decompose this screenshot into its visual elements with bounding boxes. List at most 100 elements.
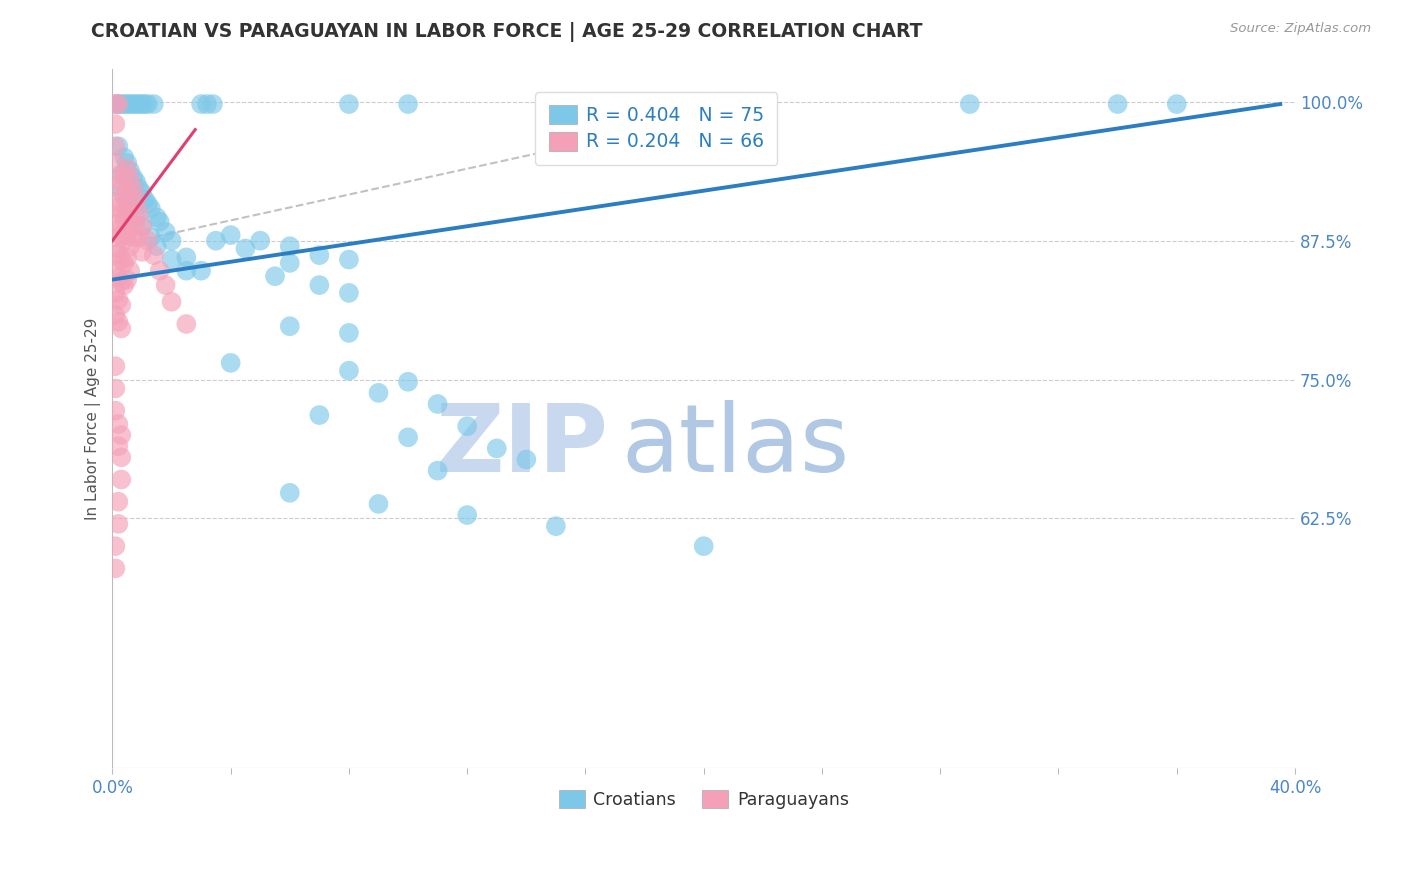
Point [112, 150, 135, 164]
Point [104, 217, 127, 231]
Point [104, 263, 127, 277]
Point [107, 270, 129, 285]
Point [104, 97, 127, 112]
Point [249, 234, 271, 248]
Point [107, 97, 129, 112]
Point [125, 97, 148, 112]
Point [110, 275, 132, 289]
Point [337, 252, 360, 267]
Point [112, 211, 135, 226]
Point [308, 248, 330, 262]
Point [120, 200, 142, 214]
Point [426, 464, 449, 478]
Point [160, 234, 183, 248]
Point [308, 408, 330, 422]
Point [131, 244, 153, 259]
Point [104, 539, 127, 553]
Point [112, 167, 135, 181]
Point [145, 239, 167, 253]
Point [515, 452, 537, 467]
Point [134, 97, 156, 112]
Point [264, 269, 287, 284]
Point [195, 97, 218, 112]
Point [128, 230, 150, 244]
Point [131, 97, 153, 112]
Point [120, 217, 142, 231]
Y-axis label: In Labor Force | Age 25-29: In Labor Force | Age 25-29 [86, 318, 101, 520]
Point [693, 539, 716, 553]
Point [131, 219, 153, 234]
Point [131, 186, 153, 200]
Point [110, 167, 132, 181]
Point [149, 263, 172, 277]
Point [278, 485, 301, 500]
Text: ZIP: ZIP [436, 401, 609, 492]
Point [112, 97, 135, 112]
Point [139, 202, 162, 216]
Point [205, 234, 228, 248]
Point [112, 278, 135, 293]
Point [456, 508, 478, 522]
Point [115, 228, 138, 243]
Point [107, 417, 129, 431]
Point [176, 317, 198, 331]
Point [112, 256, 135, 270]
Point [107, 178, 129, 193]
Point [139, 230, 162, 244]
Point [107, 494, 129, 508]
Point [219, 228, 242, 243]
Point [122, 230, 145, 244]
Point [142, 248, 165, 262]
Point [115, 184, 138, 198]
Point [1166, 97, 1188, 112]
Point [603, 97, 626, 112]
Point [120, 172, 142, 186]
Point [136, 97, 159, 112]
Point [104, 242, 127, 256]
Point [110, 321, 132, 335]
Point [115, 272, 138, 286]
Text: Source: ZipAtlas.com: Source: ZipAtlas.com [1230, 22, 1371, 36]
Point [308, 278, 330, 293]
Point [115, 194, 138, 209]
Point [104, 285, 127, 300]
Point [155, 278, 177, 293]
Point [115, 251, 138, 265]
Point [122, 97, 145, 112]
Point [142, 97, 165, 112]
Point [107, 97, 129, 112]
Point [125, 211, 148, 226]
Point [1107, 97, 1129, 112]
Point [110, 228, 132, 243]
Point [426, 397, 449, 411]
Point [176, 251, 198, 265]
Point [128, 206, 150, 220]
Point [125, 193, 148, 207]
Point [122, 206, 145, 220]
Point [110, 450, 132, 465]
Legend: Croatians, Paraguayans: Croatians, Paraguayans [551, 783, 856, 815]
Point [104, 172, 127, 186]
Point [131, 219, 153, 234]
Point [160, 252, 183, 267]
Point [662, 97, 685, 112]
Point [110, 473, 132, 487]
Point [190, 263, 212, 277]
Point [235, 242, 257, 256]
Point [120, 263, 142, 277]
Point [122, 170, 145, 185]
Point [115, 97, 138, 112]
Point [278, 256, 301, 270]
Point [396, 97, 419, 112]
Point [112, 234, 135, 248]
Point [104, 561, 127, 575]
Point [110, 184, 132, 198]
Point [485, 442, 508, 456]
Point [136, 234, 159, 248]
Point [110, 97, 132, 112]
Point [104, 403, 127, 417]
Point [104, 194, 127, 209]
Point [120, 163, 142, 178]
Point [115, 156, 138, 170]
Point [136, 197, 159, 211]
